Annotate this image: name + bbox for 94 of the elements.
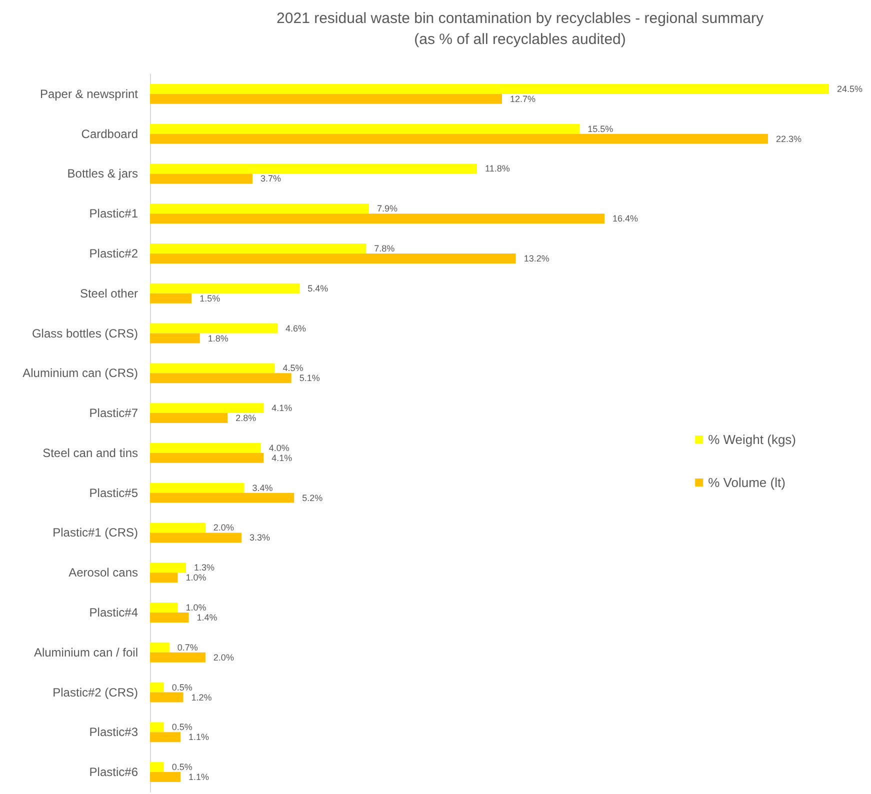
data-label: 4.6% [285, 323, 306, 334]
data-label: 1.3% [194, 562, 215, 573]
bar [150, 522, 206, 533]
legend-label: % Volume (lt) [708, 475, 786, 490]
data-label: 7.8% [374, 244, 395, 254]
data-label: 0.5% [172, 682, 192, 692]
data-label: 5.2% [302, 492, 323, 503]
bar [150, 772, 180, 782]
bar [150, 403, 264, 414]
data-label: 2.0% [213, 522, 234, 533]
data-label: 1.1% [188, 772, 209, 782]
data-label: 0.5% [172, 722, 192, 732]
data-label: 15.5% [588, 124, 614, 134]
data-label: 22.3% [776, 134, 802, 144]
bar [150, 134, 768, 144]
data-label: 2.8% [236, 413, 256, 424]
bar [150, 254, 516, 264]
bar [150, 442, 261, 453]
data-label: 24.5% [837, 84, 863, 94]
y-tick-label: Plastic#4 [89, 606, 138, 620]
bar [150, 732, 180, 742]
y-tick-label: Plastic#2 (CRS) [52, 685, 138, 700]
data-label: 1.2% [191, 692, 212, 702]
bar [150, 363, 275, 374]
bar [150, 373, 292, 384]
data-label: 1.0% [186, 572, 206, 583]
bar [150, 283, 300, 294]
bar [150, 174, 253, 184]
bar [150, 492, 294, 503]
y-tick-label: Paper & newsprint [40, 86, 139, 101]
chart-subtitle: (as % of all recyclables audited) [414, 31, 626, 48]
bar [150, 692, 184, 702]
bar [150, 682, 164, 692]
data-label: 3.3% [249, 532, 270, 543]
data-label: 4.5% [282, 363, 304, 374]
bar [150, 642, 170, 652]
data-label: 5.1% [299, 373, 320, 384]
data-label: 1.1% [188, 732, 209, 742]
bar [150, 323, 278, 334]
bar [150, 562, 186, 573]
bar [150, 333, 200, 344]
y-tick-label: Plastic#7 [89, 406, 138, 420]
data-label: 7.9% [376, 204, 398, 214]
bar [150, 84, 829, 94]
y-tick-label: Glass bottles (CRS) [32, 326, 138, 340]
bar [150, 762, 164, 772]
data-label: 0.7% [177, 642, 198, 652]
data-label: 4.1% [272, 452, 292, 463]
bar [150, 244, 366, 254]
bar [150, 572, 178, 583]
data-label: 3.7% [260, 174, 282, 184]
y-tick-label: Steel other [80, 286, 138, 300]
bar [150, 532, 242, 543]
data-label: 2.0% [213, 652, 234, 662]
data-label: 4.0% [268, 442, 290, 453]
legend-label: % Weight (kgs) [708, 432, 796, 447]
y-tick-label: Steel can and tins [42, 446, 138, 460]
bar [150, 164, 478, 174]
bar [150, 293, 192, 304]
bar [150, 602, 178, 612]
data-label: 1.0% [186, 602, 206, 613]
bar [150, 452, 264, 463]
bar [150, 722, 164, 732]
bar [150, 214, 605, 224]
y-tick-label: Cardboard [81, 126, 138, 141]
data-label: 3.4% [252, 482, 273, 493]
y-tick-label: Plastic#3 [89, 725, 138, 740]
bar [150, 94, 502, 104]
data-label: 1.8% [208, 333, 228, 344]
y-tick-label: Aerosol cans [68, 566, 138, 580]
y-tick-label: Plastic#6 [89, 765, 138, 780]
bar [150, 124, 580, 134]
data-label: 13.2% [524, 253, 550, 264]
y-tick-label: Bottles & jars [67, 166, 138, 181]
data-label: 11.8% [485, 164, 510, 174]
data-label: 5.4% [308, 283, 328, 294]
y-tick-label: Plastic#2 [89, 246, 138, 260]
chart-title: 2021 residual waste bin contamination by recyclables - regional summary [276, 10, 764, 27]
data-label: 0.5% [172, 762, 192, 772]
y-tick-label: Plastic#1 (CRS) [52, 526, 138, 540]
data-label: 12.7% [510, 94, 536, 104]
data-label: 16.4% [612, 214, 638, 224]
y-tick-label: Aluminium can / foil [34, 645, 138, 660]
bar [150, 413, 228, 424]
y-tick-label: Plastic#1 [89, 206, 138, 221]
bar [150, 612, 189, 622]
data-label: 4.1% [272, 403, 292, 414]
bar [150, 482, 244, 493]
y-tick-label: Plastic#5 [89, 486, 138, 500]
data-label: 1.5% [200, 293, 220, 304]
bar [150, 204, 369, 214]
bar [150, 652, 206, 662]
data-label: 1.4% [196, 612, 218, 622]
y-tick-label: Aluminium can (CRS) [22, 366, 138, 380]
